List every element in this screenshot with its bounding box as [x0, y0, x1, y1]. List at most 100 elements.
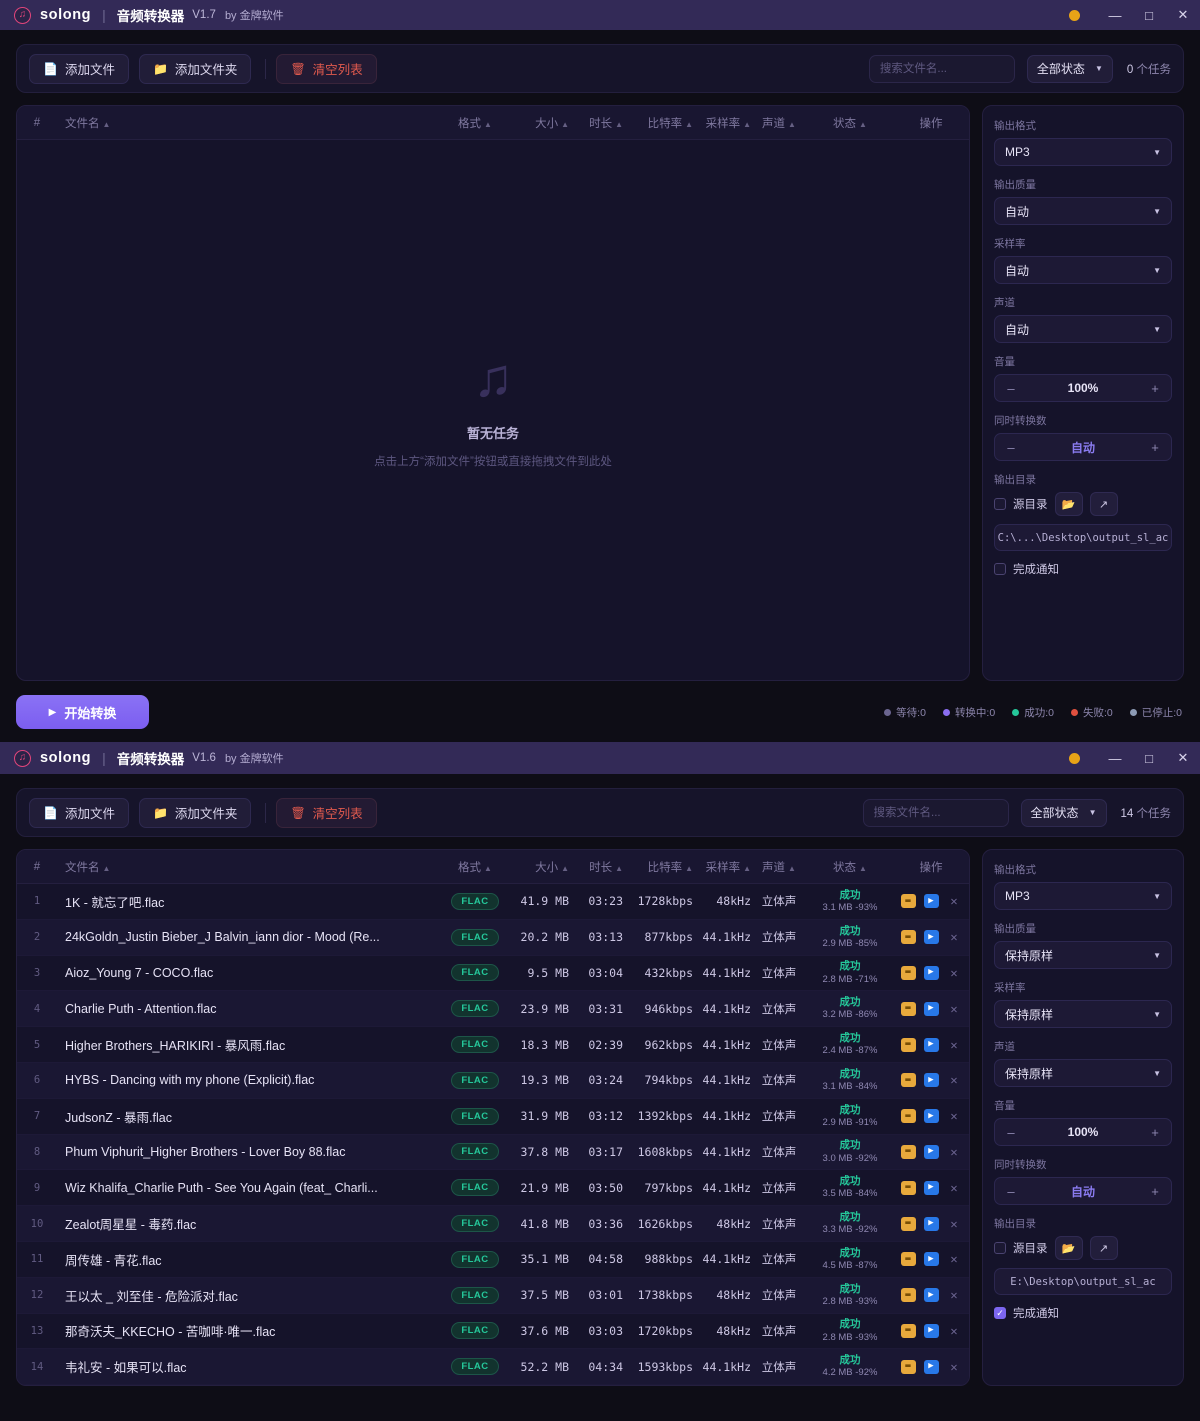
output-format-select[interactable]: MP3 ▼ [994, 882, 1172, 910]
remove-row-icon[interactable]: ✕ [950, 1359, 958, 1374]
play-icon[interactable]: ▶ [923, 930, 939, 945]
play-icon[interactable]: ▶ [923, 1109, 939, 1124]
output-path[interactable]: C:\...\Desktop\output_sl_ac [994, 524, 1172, 551]
header-format[interactable]: 格式 ▲ [458, 117, 492, 130]
play-icon[interactable]: ▶ [923, 1001, 939, 1016]
open-folder-icon[interactable]: ▬ [900, 965, 916, 980]
table-row[interactable]: 9 Wiz Khalifa_Charlie Puth - See You Agai… [17, 1170, 969, 1207]
remove-row-icon[interactable]: ✕ [950, 1144, 958, 1159]
header-samplerate[interactable]: 采样率 ▲ [705, 117, 751, 130]
table-row[interactable]: 12 王以太 _ 刘至佳 - 危险派对.flac FLAC 37.5 MB 03:01 1… [17, 1277, 969, 1314]
table-row[interactable]: 14 韦礼安 - 如果可以.flac FLAC 52.2 MB 04:34 1593kbp… [17, 1349, 969, 1386]
open-folder-icon[interactable]: ▬ [900, 930, 916, 945]
volume-increase-button[interactable]: + [1151, 380, 1159, 396]
header-format[interactable]: 格式 ▲ [458, 861, 492, 874]
play-icon[interactable]: ▶ [923, 1216, 939, 1231]
table-row[interactable]: 4 Charlie Puth - Attention.flac FLAC 23.9 M… [17, 991, 969, 1028]
play-icon[interactable]: ▶ [923, 1288, 939, 1303]
channel-select[interactable]: 自动 ▼ [994, 315, 1172, 343]
header-index[interactable]: # [33, 860, 41, 873]
play-icon[interactable]: ▶ [923, 1323, 939, 1338]
open-folder-icon[interactable]: ▬ [900, 1001, 916, 1016]
search-input[interactable] [862, 798, 1009, 827]
open-folder-icon[interactable]: ▬ [900, 1359, 916, 1374]
status-filter-select[interactable]: 全部状态 ▼ [1026, 54, 1113, 83]
concurrency-stepper[interactable]: – 自动 + [994, 1177, 1172, 1205]
output-format-select[interactable]: MP3 ▼ [994, 138, 1172, 166]
table-row[interactable]: 13 那奇沃夫_KKECHO - 苦咖啡·唯一.flac FLAC 37.6 MB 03… [17, 1314, 969, 1350]
status-filter-select[interactable]: 全部状态 ▼ [1020, 798, 1107, 827]
browse-folder-button[interactable]: 📂 [1054, 492, 1083, 516]
close-button[interactable]: ✕ [1177, 750, 1189, 765]
theme-toggle-icon[interactable] [1069, 9, 1080, 21]
header-size[interactable]: 大小 ▲ [535, 861, 569, 874]
open-external-button[interactable]: ↗ [1089, 1236, 1118, 1260]
search-input[interactable] [868, 54, 1015, 83]
notify-checkbox[interactable] [994, 563, 1006, 575]
open-folder-icon[interactable]: ▬ [900, 1037, 916, 1052]
source-dir-checkbox[interactable] [994, 1242, 1006, 1254]
play-icon[interactable]: ▶ [923, 1037, 939, 1052]
header-samplerate[interactable]: 采样率 ▲ [705, 861, 751, 874]
notify-checkbox[interactable]: ✓ [994, 1307, 1006, 1319]
play-icon[interactable]: ▶ [923, 1252, 939, 1267]
table-row[interactable]: 6 HYBS - Dancing with my phone (Explicit)… [17, 1062, 969, 1099]
browse-folder-button[interactable]: 📂 [1054, 1236, 1083, 1260]
open-folder-icon[interactable]: ▬ [900, 1144, 916, 1159]
concurrency-stepper[interactable]: – 自动 + [994, 433, 1172, 461]
play-icon[interactable]: ▶ [923, 1359, 939, 1374]
minimize-button[interactable]: — [1108, 750, 1122, 766]
output-path[interactable]: E:\Desktop\output_sl_ac [994, 1268, 1172, 1295]
play-icon[interactable]: ▶ [923, 894, 939, 909]
remove-row-icon[interactable]: ✕ [950, 1073, 958, 1088]
remove-row-icon[interactable]: ✕ [950, 1001, 958, 1016]
volume-increase-button[interactable]: + [1151, 1124, 1159, 1140]
open-folder-icon[interactable]: ▬ [900, 1180, 916, 1195]
samplerate-select[interactable]: 保持原样 ▼ [994, 1000, 1172, 1028]
clear-list-button[interactable]: 🗑 清空列表 [276, 797, 377, 828]
header-channel[interactable]: 声道 ▲ [762, 861, 796, 874]
header-bitrate[interactable]: 比特率 ▲ [647, 861, 693, 874]
remove-row-icon[interactable]: ✕ [950, 1216, 958, 1231]
add-folder-button[interactable]: 📁 添加文件夹 [138, 53, 252, 84]
header-index[interactable]: # [33, 116, 41, 129]
start-convert-button[interactable]: ▶ 开始转换 [16, 695, 149, 729]
header-duration[interactable]: 时长 ▲ [589, 117, 623, 130]
table-row[interactable]: 3 Aioz_Young 7 - COCO.flac FLAC 9.5 MB 03:04… [17, 956, 969, 992]
play-icon[interactable]: ▶ [923, 1180, 939, 1195]
table-row[interactable]: 1 1K - 就忘了吧.flac FLAC 41.9 MB 03:23 1728kbps 4… [17, 884, 969, 920]
remove-row-icon[interactable]: ✕ [950, 1180, 958, 1195]
open-folder-icon[interactable]: ▬ [900, 1216, 916, 1231]
volume-decrease-button[interactable]: – [1007, 1124, 1015, 1140]
concurrency-decrease-button[interactable]: – [1007, 439, 1015, 455]
open-folder-icon[interactable]: ▬ [900, 1073, 916, 1088]
volume-decrease-button[interactable]: – [1007, 380, 1015, 396]
remove-row-icon[interactable]: ✕ [950, 1288, 958, 1303]
open-folder-icon[interactable]: ▬ [900, 1252, 916, 1267]
header-filename[interactable]: 文件名 ▲ [65, 861, 111, 874]
add-file-button[interactable]: 📄 添加文件 [29, 797, 129, 828]
concurrency-increase-button[interactable]: + [1151, 1183, 1159, 1199]
clear-list-button[interactable]: 🗑 清空列表 [276, 53, 377, 84]
close-button[interactable]: ✕ [1177, 7, 1189, 22]
header-filename[interactable]: 文件名 ▲ [65, 117, 111, 130]
table-row[interactable]: 8 Phum Viphurit_Higher Brothers - Lover B… [17, 1134, 969, 1171]
header-bitrate[interactable]: 比特率 ▲ [647, 117, 693, 130]
remove-row-icon[interactable]: ✕ [950, 1252, 958, 1267]
table-row[interactable]: 5 Higher Brothers_HARIKIRI - 暴风雨.flac FLAC… [17, 1027, 969, 1063]
header-size[interactable]: 大小 ▲ [535, 117, 569, 130]
table-row[interactable]: 10 Zealot周星星 - 毒药.flac FLAC 41.8 MB 03:36 162… [17, 1206, 969, 1242]
samplerate-select[interactable]: 自动 ▼ [994, 256, 1172, 284]
theme-toggle-icon[interactable] [1069, 752, 1080, 764]
header-channel[interactable]: 声道 ▲ [762, 117, 796, 130]
open-folder-icon[interactable]: ▬ [900, 894, 916, 909]
play-icon[interactable]: ▶ [923, 1144, 939, 1159]
table-row[interactable]: 2 24kGoldn_Justin Bieber_J Balvin_iann di… [17, 919, 969, 956]
play-icon[interactable]: ▶ [923, 965, 939, 980]
volume-stepper[interactable]: – 100% + [994, 1118, 1172, 1146]
table-row[interactable]: 7 JudsonZ - 暴雨.flac FLAC 31.9 MB 03:12 1392kb… [17, 1099, 969, 1135]
table-row[interactable]: 11 周传雄 - 青花.flac FLAC 35.1 MB 04:58 988kbps 44… [17, 1242, 969, 1278]
open-folder-icon[interactable]: ▬ [900, 1288, 916, 1303]
concurrency-decrease-button[interactable]: – [1007, 1183, 1015, 1199]
source-dir-checkbox[interactable] [994, 498, 1006, 510]
